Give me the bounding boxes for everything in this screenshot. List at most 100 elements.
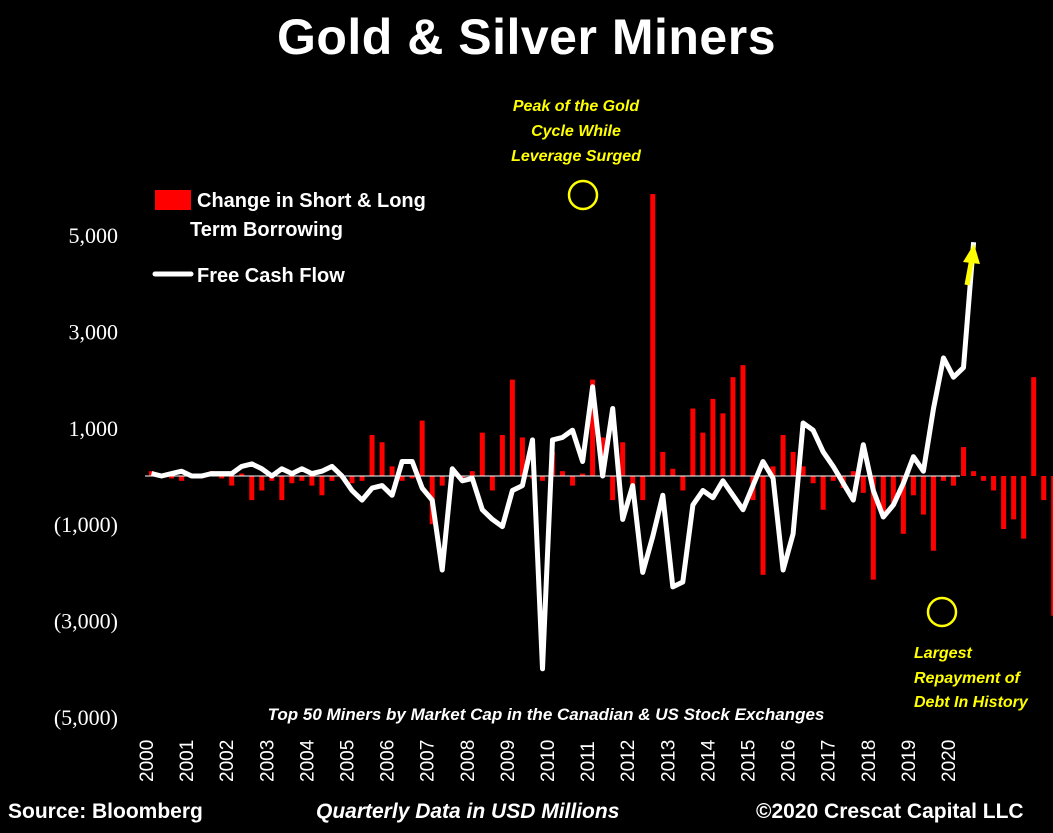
annotation-repayment: Largest Repayment of Debt In History (914, 596, 1029, 711)
bar (499, 435, 505, 476)
up-arrow-icon (963, 244, 980, 286)
legend-swatch-borrowing (155, 190, 191, 210)
bar (971, 471, 977, 476)
bar (279, 476, 285, 501)
x-tick-label: 2011 (578, 741, 599, 782)
bar (469, 471, 475, 476)
y-tick-label: 5,000 (69, 223, 119, 248)
bar (1021, 476, 1027, 539)
y-axis-ticks: 5,000 3,000 1,000 (1,000) (3,000) (5,000) (54, 223, 118, 730)
bar (519, 437, 525, 476)
bar-series (149, 194, 1053, 616)
bar (820, 476, 826, 510)
bar (169, 476, 175, 479)
x-tick-label: 2018 (859, 740, 880, 782)
bar (981, 476, 987, 481)
x-tick-label: 2013 (658, 740, 679, 782)
y-tick-label: (3,000) (54, 609, 118, 634)
bar (991, 476, 997, 491)
x-tick-label: 2012 (618, 740, 639, 782)
x-tick-label: 2014 (698, 739, 719, 782)
annotation-peak-circle (567, 179, 599, 211)
x-axis-ticks: 2000 2001 2002 2003 2004 2005 2006 2007 2008 2009… (137, 739, 960, 782)
y-tick-label: (1,000) (54, 512, 118, 537)
footer-note: Quarterly Data in USD Millions (316, 800, 620, 823)
annotation-repayment-line2: Repayment of (914, 670, 1021, 687)
bar (650, 194, 656, 476)
bar (560, 471, 566, 476)
bar (730, 377, 736, 476)
bar (951, 476, 956, 486)
bar (299, 476, 305, 481)
bar (1031, 377, 1037, 476)
bar (389, 466, 395, 476)
bar (539, 476, 545, 481)
x-tick-label: 2017 (819, 740, 840, 782)
annotation-peak-line2: Cycle While (531, 123, 621, 140)
bar (690, 408, 696, 476)
bar (700, 432, 706, 476)
bar (890, 476, 896, 505)
bar (369, 435, 375, 476)
bar (359, 476, 365, 481)
chart-subtitle: Top 50 Miners by Market Cap in the Canad… (268, 705, 825, 724)
x-tick-label: 2007 (418, 740, 439, 782)
annotation-repayment-circle (926, 596, 958, 628)
bar (479, 432, 485, 476)
bar (880, 476, 886, 517)
x-tick-label: 2010 (538, 740, 559, 782)
footer-copyright: ©2020 Crescat Capital LLC (756, 800, 1024, 823)
bar (1051, 476, 1053, 616)
bar (900, 476, 906, 534)
annotation-repayment-line1: Largest (914, 645, 972, 662)
bar (379, 442, 385, 476)
bar (409, 476, 415, 479)
bar (961, 447, 967, 476)
bar (1001, 476, 1007, 530)
bar (940, 476, 946, 481)
bar (610, 476, 616, 501)
bar (570, 476, 576, 486)
bar (149, 471, 154, 476)
x-tick-label: 2001 (177, 740, 198, 782)
bar (620, 442, 626, 476)
bar (1011, 476, 1017, 520)
bar (710, 398, 716, 476)
x-tick-label: 2008 (458, 740, 479, 782)
bar (489, 476, 495, 491)
bar (329, 476, 335, 481)
bar (229, 476, 235, 486)
bar (770, 466, 776, 476)
x-tick-label: 2005 (338, 740, 359, 782)
bar (349, 476, 355, 484)
x-tick-label: 2015 (739, 740, 760, 782)
bar (219, 476, 225, 479)
bar (680, 476, 686, 491)
bar (590, 379, 596, 476)
bar (1041, 476, 1047, 501)
bar (580, 473, 586, 476)
free-cash-flow-line (150, 241, 977, 672)
x-tick-label: 2003 (257, 740, 278, 782)
bar (259, 476, 265, 491)
legend-label-fcf: Free Cash Flow (197, 265, 345, 287)
annotation-peak-line1: Peak of the Gold (513, 98, 640, 115)
x-tick-label: 2016 (779, 740, 800, 782)
bar (920, 476, 926, 515)
bar (860, 476, 866, 493)
annotation-repayment-line3: Debt In History (914, 694, 1029, 711)
x-tick-label: 2019 (899, 740, 920, 782)
bar (670, 468, 676, 476)
footer-source: Source: Bloomberg (8, 800, 203, 823)
x-tick-label: 2004 (297, 739, 318, 782)
legend-label-borrowing-line1: Change in Short & Long (197, 190, 426, 212)
chart-title: Gold & Silver Miners (276, 9, 776, 65)
bar (760, 476, 766, 575)
legend: Change in Short & Long Term Borrowing Fr… (152, 190, 426, 287)
bar (810, 476, 816, 484)
y-tick-label: 1,000 (69, 416, 119, 441)
bar (740, 365, 746, 476)
bar (790, 451, 796, 476)
bar (780, 435, 786, 476)
